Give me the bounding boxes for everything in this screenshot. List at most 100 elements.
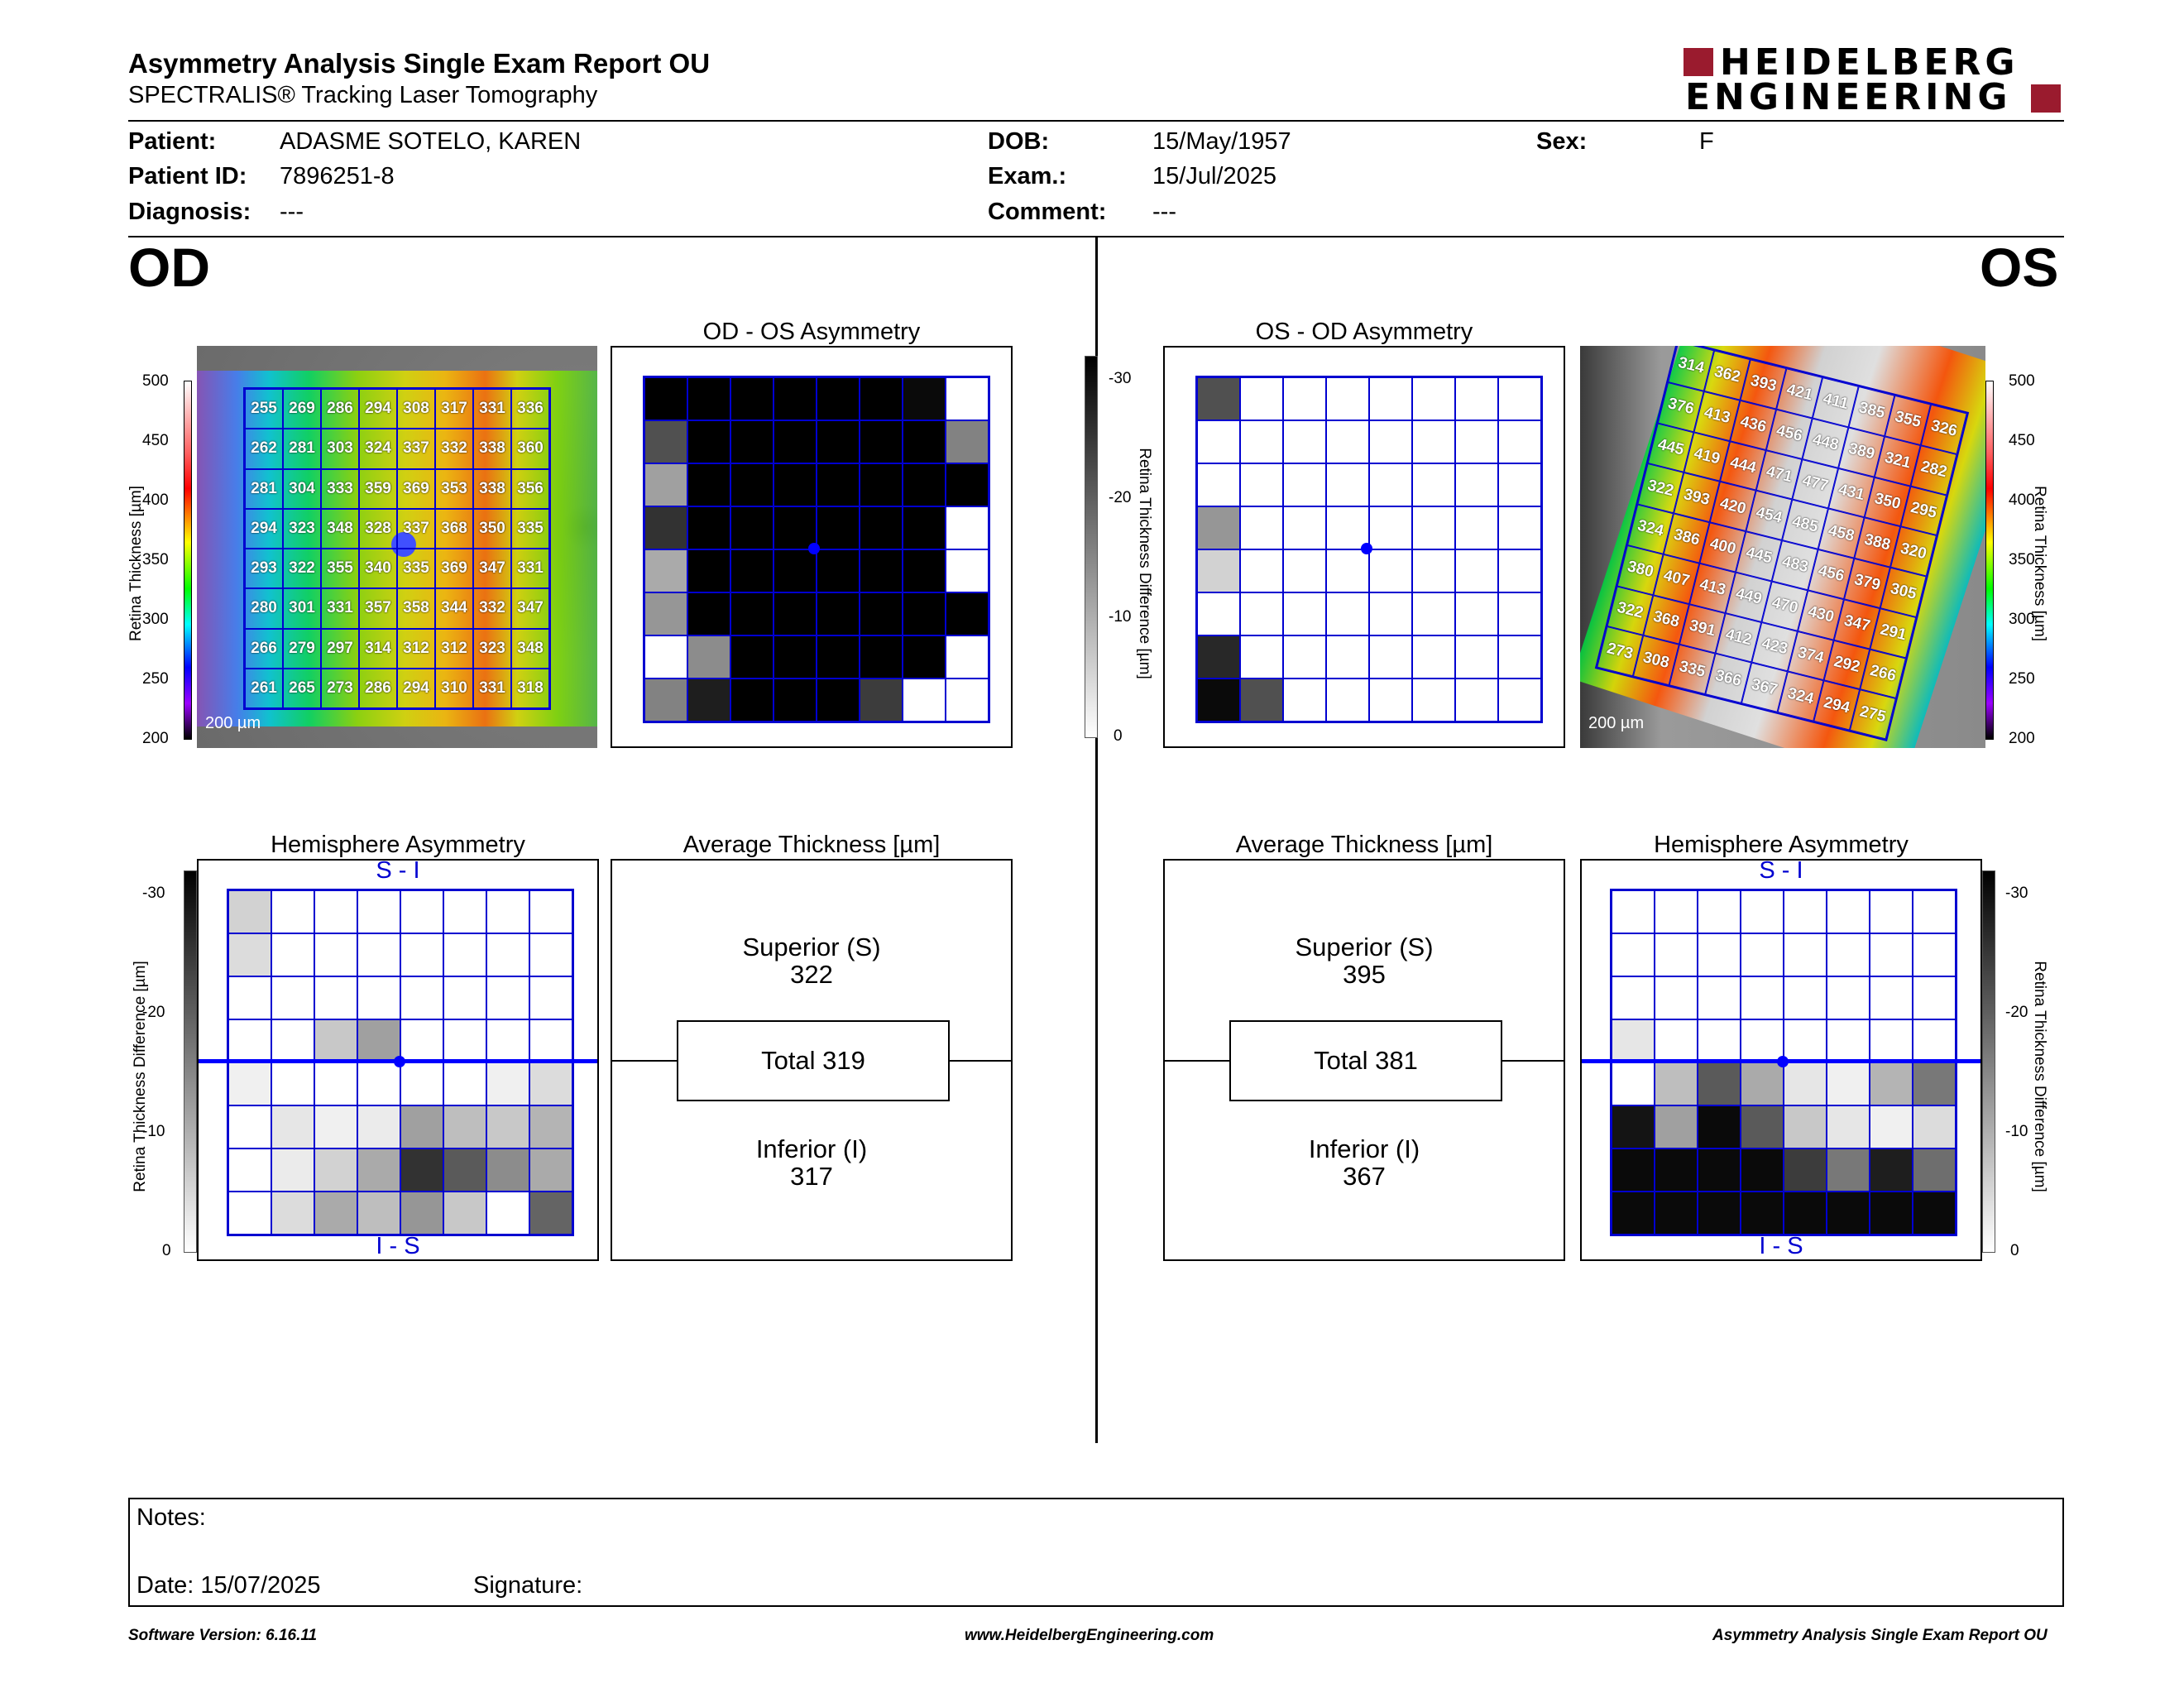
os-hemi-cell [1612, 1149, 1655, 1192]
os-hemi-cell [1784, 1192, 1827, 1235]
os-asym-cell [1326, 549, 1369, 592]
od-asym-cell [774, 679, 817, 722]
od-thickness-axis-label: Retina Thickness [µm] [127, 486, 145, 641]
od-thickness-cell: 261 [245, 668, 283, 708]
od-hemi-cell [529, 1019, 572, 1062]
os-asym-cell [1197, 549, 1240, 592]
od-asym-cell [817, 420, 860, 463]
od-hemi-cell [443, 976, 486, 1019]
od-thickness-cell: 328 [359, 508, 397, 549]
os-asym-cell [1240, 463, 1283, 506]
os-avg-title: Average Thickness [µm] [1235, 832, 1493, 858]
os-asym-cell [1498, 506, 1541, 549]
od-thickness-cell: 262 [245, 429, 283, 469]
diff-axis-label: Retina Thickness Difference [µm] [1136, 448, 1153, 679]
os-fundus-image: 314 362 393 421 411 385 355 326 376 413 436 456 448 3… [1580, 346, 1985, 748]
os-asym-cell [1283, 635, 1326, 679]
od-hemi-cell [271, 1062, 314, 1105]
od-asym-cell [774, 463, 817, 506]
os-inferior-label: Inferior (I) [1308, 1134, 1420, 1163]
od-hemi-cell [228, 933, 271, 976]
od-asym-cell [903, 635, 946, 679]
os-hemi-cell [1612, 890, 1655, 933]
od-hemi-cell [486, 1149, 529, 1192]
od-hemi-cell [529, 976, 572, 1019]
od-hemi-cell [529, 1062, 572, 1105]
od-asym-cell [946, 420, 989, 463]
diagnosis-label: Diagnosis: [128, 199, 251, 225]
od-asym-cell [946, 635, 989, 679]
od-thickness-cell: 317 [435, 389, 473, 429]
od-asym-cell [860, 635, 903, 679]
os-avg-panel: Superior (S) 395 Total 381 Inferior (I) … [1163, 859, 1565, 1261]
os-asym-cell [1369, 420, 1412, 463]
os-asym-cell [1369, 679, 1412, 722]
od-thickness-cell: 368 [435, 508, 473, 549]
od-thickness-cell: 265 [283, 668, 321, 708]
od-thickness-cell: 348 [511, 628, 549, 669]
os-thickness-axis-label: Retina Thickness [µm] [2031, 486, 2048, 641]
os-hemi-cell [1827, 890, 1870, 933]
os-asym-cell [1369, 635, 1412, 679]
od-hemi-cell [529, 1105, 572, 1149]
od-asym-cell [817, 635, 860, 679]
od-thickness-cell: 297 [321, 628, 359, 669]
od-asym-cell [817, 377, 860, 420]
os-hemi-cell [1913, 1019, 1956, 1062]
od-thickness-cell: 336 [511, 389, 549, 429]
os-hemi-grid [1610, 889, 1957, 1236]
os-hemi-cell [1784, 890, 1827, 933]
od-asym-cell [687, 420, 730, 463]
os-inferior-value: 367 [1343, 1162, 1386, 1191]
od-hemi-cell [314, 1062, 357, 1105]
os-asym-cell [1326, 506, 1369, 549]
report-title: Asymmetry Analysis Single Exam Report OU [128, 48, 711, 79]
od-thickness-cell: 348 [321, 508, 359, 549]
od-hemi-cell [228, 890, 271, 933]
os-hemi-cell [1698, 976, 1741, 1019]
os-hemi-cell [1698, 1019, 1741, 1062]
website-link[interactable]: www.HeidelbergEngineering.com [965, 1627, 1214, 1644]
od-thickness-cell: 308 [397, 389, 435, 429]
os-asym-cell [1455, 635, 1498, 679]
od-hemi-cell [529, 933, 572, 976]
od-hemi-cell [314, 1019, 357, 1062]
od-thickness-cell: 369 [397, 468, 435, 509]
od-asym-cell [687, 549, 730, 592]
os-asym-cell [1455, 679, 1498, 722]
od-hemi-cell [271, 976, 314, 1019]
od-thickness-cell: 294 [245, 508, 283, 549]
os-hemi-cell [1784, 976, 1827, 1019]
os-hemi-cell [1827, 1019, 1870, 1062]
od-asym-cell [730, 679, 774, 722]
os-asym-panel [1163, 346, 1565, 748]
od-thickness-cell: 281 [283, 429, 321, 469]
od-thickness-cell: 323 [283, 508, 321, 549]
os-hemi-top-label: S - I [1759, 857, 1803, 884]
os-hemi-cell [1655, 933, 1698, 976]
patient-name: ADASME SOTELO, KAREN [280, 128, 582, 155]
od-hemi-cell [271, 933, 314, 976]
od-asym-cell [774, 420, 817, 463]
od-asym-cell [903, 679, 946, 722]
os-asym-cell [1240, 549, 1283, 592]
od-thickness-cell: 280 [245, 588, 283, 629]
os-hemi-cell [1913, 1062, 1956, 1105]
os-hemi-cell [1612, 933, 1655, 976]
od-hemi-panel: S - I I - S [197, 857, 599, 1261]
os-asym-cell [1412, 377, 1455, 420]
od-asym-cell [644, 549, 687, 592]
od-asym-cell [644, 377, 687, 420]
os-hemi-cell [1913, 1149, 1956, 1192]
os-asym-cell [1369, 549, 1412, 592]
os-hemi-cell [1870, 976, 1913, 1019]
od-asym-cell [774, 506, 817, 549]
os-hemi-cell [1741, 976, 1784, 1019]
od-thickness-cell: 266 [245, 628, 283, 669]
os-asym-cell [1455, 506, 1498, 549]
od-asym-cell [730, 592, 774, 635]
os-asym-cell [1455, 420, 1498, 463]
od-thickness-cell: 331 [511, 549, 549, 589]
notes-box: Notes: Date: 15/07/2025 Signature: [128, 1498, 2064, 1607]
od-hemi-cell [357, 1019, 400, 1062]
